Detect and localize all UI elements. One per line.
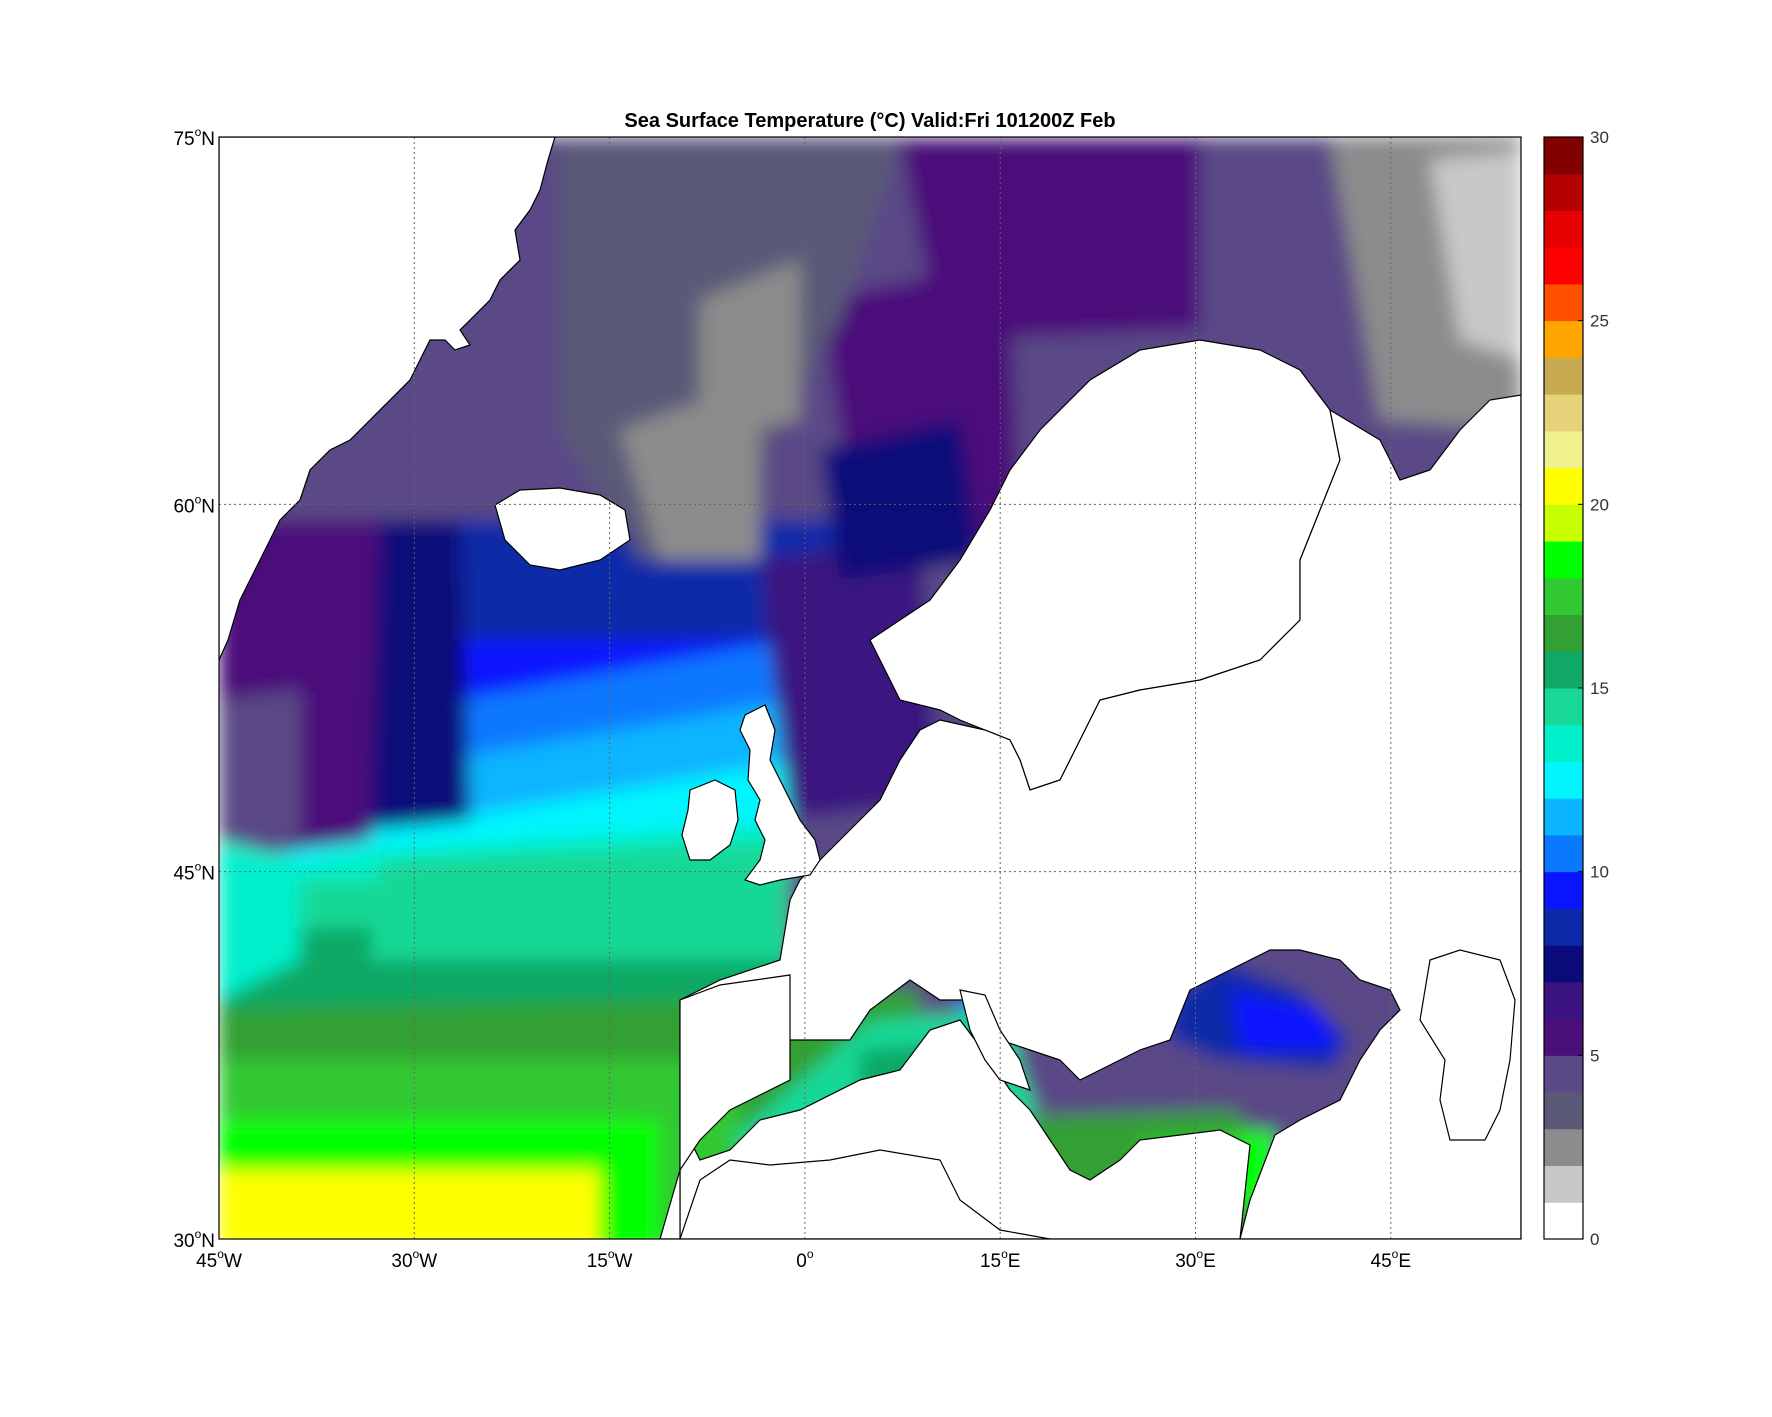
kola-russia-land	[679, 394, 1521, 1239]
lat-tick-label: 75oN	[173, 125, 215, 150]
colorbar-swatch	[1544, 430, 1583, 469]
colorbar-swatch	[1544, 724, 1583, 762]
colorbar-ticks: 0 5 10 15 20 25 30	[1578, 128, 1609, 1249]
italy-land	[959, 989, 1031, 1091]
colorbar-swatch	[1544, 1165, 1583, 1203]
lon-tick-label: 15oE	[980, 1247, 1021, 1272]
gridlines	[219, 137, 1521, 1239]
lat-tick-label: 60oN	[173, 492, 215, 517]
longitude-labels: 45oW 30oW 15oW 0o 15oE 30oE 45oE	[196, 1247, 1411, 1272]
map-panel	[219, 137, 1521, 1239]
colorbar-swatch	[1544, 1128, 1583, 1167]
colorbar-tick-label: 10	[1590, 863, 1609, 882]
colorbar-swatch	[1544, 577, 1583, 616]
colorbar: 0 5 10 15 20 25 30	[1543, 128, 1609, 1249]
colorbar-swatch	[1544, 173, 1583, 211]
colorbar-swatch	[1544, 798, 1583, 836]
colorbar-swatch	[1544, 357, 1583, 395]
colorbar-tick-label: 5	[1590, 1046, 1599, 1065]
colorbar-swatch	[1544, 688, 1583, 726]
colorbar-swatch	[1544, 614, 1583, 652]
colorbar-swatch	[1544, 247, 1583, 285]
colorbar-swatch	[1544, 283, 1583, 322]
lon-tick-label: 0o	[796, 1247, 814, 1272]
colorbar-swatch	[1544, 1018, 1583, 1056]
colorbar-swatch	[1544, 504, 1583, 542]
colorbar-swatch	[1544, 1202, 1583, 1240]
colorbar-swatch	[1544, 1055, 1583, 1093]
colorbar-swatch	[1544, 981, 1583, 1020]
colorbar-swatch	[1544, 908, 1583, 946]
lat-tick-label: 45oN	[173, 860, 215, 885]
greenland-land	[219, 137, 556, 661]
colorbar-swatch	[1544, 541, 1583, 579]
lon-tick-label: 30oW	[391, 1247, 437, 1272]
colorbar-tick-label: 25	[1590, 312, 1609, 331]
colorbar-tick-label: 0	[1590, 1230, 1599, 1249]
colorbar-tick-label: 15	[1590, 679, 1609, 698]
colorbar-swatch	[1544, 945, 1583, 983]
lon-tick-label: 15oW	[587, 1247, 633, 1272]
colorbar-swatch	[1544, 871, 1583, 909]
map-title: Sea Surface Temperature (°C) Valid:Fri 1…	[624, 110, 1115, 132]
lon-tick-label: 30oE	[1175, 1247, 1216, 1272]
colorbar-swatch	[1544, 1092, 1583, 1130]
great-britain-land	[739, 704, 821, 886]
colorbar-swatch	[1544, 137, 1583, 175]
lat-tick-label: 30oN	[173, 1227, 215, 1252]
iberia-africa-land	[659, 974, 791, 1239]
colorbar-swatch	[1544, 320, 1583, 358]
colorbar-swatch	[1544, 651, 1583, 689]
colorbar-tick-label: 30	[1590, 128, 1609, 147]
colorbar-tick-label: 20	[1590, 495, 1609, 514]
ireland-land	[681, 779, 739, 861]
colorbar-swatches	[1544, 137, 1583, 1240]
map-frame	[218, 136, 1522, 1240]
coastlines	[219, 137, 1521, 1239]
colorbar-swatch	[1544, 210, 1583, 248]
colorbar-swatch	[1544, 394, 1583, 432]
colorbar-swatch	[1544, 761, 1583, 799]
lon-tick-label: 45oW	[196, 1247, 242, 1272]
colorbar-swatch	[1544, 834, 1583, 873]
lon-tick-label: 45oE	[1371, 1247, 1412, 1272]
africa-coast-land	[679, 1149, 1051, 1239]
colorbar-swatch	[1544, 467, 1583, 505]
latitude-labels: 75oN 60oN 45oN 30oN	[173, 125, 215, 1252]
caspian-outline	[1419, 949, 1516, 1141]
iceland-land	[494, 487, 631, 571]
